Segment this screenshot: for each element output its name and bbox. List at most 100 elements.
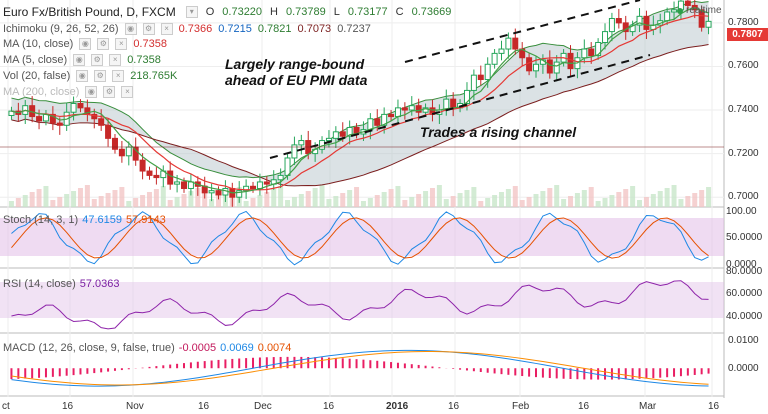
candle — [671, 9, 678, 13]
candle — [484, 63, 491, 81]
volume-bar — [519, 200, 525, 207]
ichimoku-span-b — [11, 43, 709, 187]
candle — [118, 148, 125, 157]
indicator-value: 0.7821 — [257, 22, 292, 35]
annotation-range-bound: Largely range-bound ahead of EU PMI data — [225, 56, 367, 88]
candle — [401, 107, 408, 111]
main-price-pane — [0, 0, 724, 207]
realtime-indicator: realtime — [677, 5, 722, 16]
candle — [636, 15, 643, 26]
indicator-label: MA (10, close) — [3, 37, 74, 50]
ohlc-high-label: H — [270, 5, 278, 18]
volume-bar — [91, 199, 97, 207]
close-icon[interactable]: × — [160, 22, 173, 35]
volume-bar — [637, 200, 643, 207]
candle — [125, 146, 132, 157]
volume-bar — [64, 194, 70, 207]
price-tick-label: 0.7200 — [728, 147, 759, 159]
volume-bar — [29, 192, 35, 207]
indicator-label: Vol (20, false) — [3, 69, 71, 82]
volume-bar — [492, 195, 498, 207]
rsi-legend: RSI (14, close) 57.0363 — [3, 276, 120, 291]
settings-icon[interactable]: ⚙ — [103, 85, 116, 98]
macd-legend: MACD (12, 26, close, 9, false, true) -0.… — [3, 340, 291, 355]
close-icon[interactable]: × — [121, 85, 134, 98]
eye-icon[interactable]: ◉ — [85, 85, 98, 98]
volume-bar — [209, 199, 215, 207]
candle — [374, 118, 381, 126]
candle — [367, 118, 374, 131]
volume-bar — [43, 186, 49, 207]
candle — [546, 59, 553, 74]
ma5-line — [11, 6, 709, 194]
volume-bar — [526, 197, 532, 207]
candle — [105, 124, 112, 139]
candle — [498, 48, 505, 54]
candle — [595, 41, 602, 57]
volume-bar — [140, 195, 146, 207]
price-tick-label: 0.7400 — [728, 104, 759, 116]
volume-bar — [22, 195, 28, 207]
eye-icon[interactable]: ◉ — [76, 69, 89, 82]
x-tick-label: 16 — [323, 401, 335, 412]
ohlc-open: 0.73220 — [222, 5, 263, 18]
volume-bar — [126, 201, 132, 207]
candle — [505, 37, 512, 50]
candle — [553, 61, 560, 74]
indicator-legend-row: MA (5, close) ◉ ⚙ × 0.7358 — [3, 52, 161, 67]
volume-bar — [381, 192, 387, 207]
volume-bar — [84, 185, 90, 207]
eye-icon[interactable]: ◉ — [124, 22, 137, 35]
candle — [181, 181, 187, 189]
candle — [422, 107, 429, 113]
symbol-header: Euro Fx/British Pound, D, FXCM ▾ O 0.7322… — [3, 4, 455, 19]
stoch-band — [0, 218, 724, 256]
indicator-legend-row: MA (10, close) ◉ ⚙ × 0.7358 — [3, 36, 167, 51]
volume-bar — [326, 199, 332, 207]
volume-bar — [250, 198, 256, 207]
settings-icon[interactable]: ⚙ — [142, 22, 155, 35]
indicator-value: 218.765K — [130, 69, 178, 82]
volume-bar — [333, 196, 339, 207]
volume-bar — [257, 195, 263, 207]
volume-bar — [112, 190, 118, 207]
eye-icon[interactable]: ◉ — [79, 37, 92, 50]
volume-bar — [478, 201, 484, 207]
candle — [622, 22, 629, 33]
volume-bar — [423, 191, 429, 207]
candle — [243, 185, 250, 192]
volume-bar — [174, 197, 180, 207]
settings-icon[interactable]: ⚙ — [97, 37, 110, 50]
ichimoku-span-a — [11, 0, 709, 179]
price-tick-label: 0.7800 — [728, 16, 759, 28]
x-tick-label: 2016 — [386, 401, 409, 412]
volume-bar — [167, 200, 173, 207]
volume-bar — [395, 186, 401, 207]
indicator-value: 0.7358 — [133, 37, 167, 50]
close-icon[interactable]: × — [115, 37, 128, 50]
eye-icon[interactable]: ◉ — [73, 53, 86, 66]
volume-bar — [340, 193, 346, 207]
candle — [70, 103, 77, 113]
candle — [388, 113, 395, 118]
candle — [346, 126, 353, 137]
close-icon[interactable]: × — [109, 53, 122, 66]
close-icon[interactable]: × — [112, 69, 125, 82]
rsi-line — [11, 280, 709, 330]
ohlc-close: 0.73669 — [411, 5, 452, 18]
candle — [415, 105, 422, 113]
rsi-band — [0, 282, 724, 318]
candle — [533, 63, 539, 72]
volume-bar — [15, 198, 21, 207]
channel-lower-line — [269, 54, 651, 159]
volume-bar — [498, 192, 504, 207]
settings-icon[interactable]: ⚙ — [94, 69, 107, 82]
volume-bar — [374, 195, 380, 207]
candle — [526, 57, 533, 72]
ohlc-high: 0.73789 — [286, 5, 326, 18]
volume-bar — [409, 197, 415, 207]
dropdown-icon[interactable]: ▾ — [185, 5, 198, 18]
candle — [49, 113, 56, 124]
settings-icon[interactable]: ⚙ — [91, 53, 104, 66]
